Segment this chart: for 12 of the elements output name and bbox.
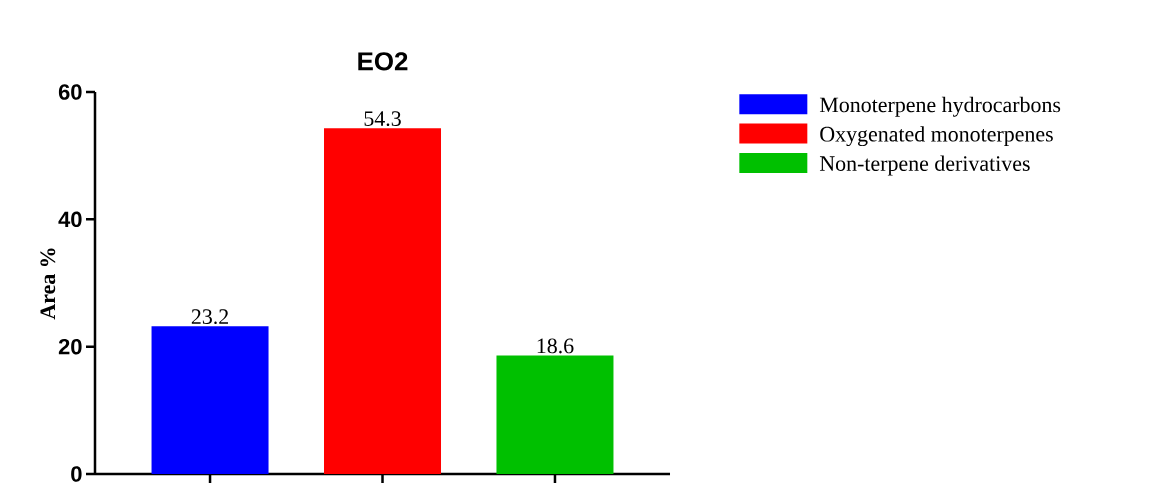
legend-label: Monoterpene hydrocarbons [819, 96, 1061, 117]
y-tick-label: 0 [71, 466, 82, 482]
y-tick-label: 20 [58, 338, 82, 355]
legend-label: Oxygenated monoterpenes [820, 126, 1053, 147]
data-label: 23.2 [191, 309, 229, 325]
data-label: 18.6 [537, 338, 574, 354]
data-label: 54.3 [364, 111, 401, 127]
y-tick-label: 60 [58, 84, 82, 100]
legend-label: Non-terpene derivatives [819, 155, 1030, 176]
chart-title: EO2 [358, 52, 408, 71]
y-tick-label: 40 [58, 211, 82, 228]
y-axis-title: Area % [40, 248, 56, 320]
